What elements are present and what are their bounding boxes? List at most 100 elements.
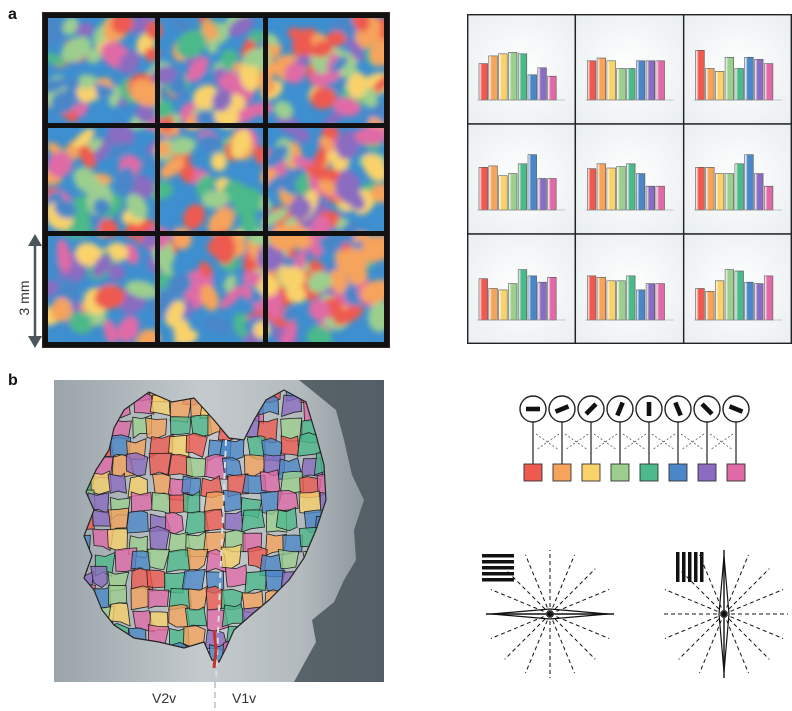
orientation-patch (228, 18, 255, 38)
histogram-bar (655, 60, 665, 101)
orientation-patch (48, 77, 69, 94)
orientation-color-cell (668, 463, 688, 482)
orientation-patch (212, 88, 232, 112)
grating-stripe (482, 554, 514, 558)
orientation-patch (48, 18, 66, 46)
orientation-patch (212, 230, 236, 265)
histogram-bar (508, 52, 518, 101)
orientation-patch (103, 319, 118, 342)
histogram-bar (547, 178, 557, 211)
mosaic-outline (83, 389, 327, 663)
orientation-patch (135, 102, 157, 123)
orientation-color-cell (610, 463, 630, 482)
orientation-patch (77, 143, 96, 169)
histogram-bar (587, 60, 597, 101)
polar-spoke (525, 613, 551, 674)
orientation-patch (132, 18, 152, 35)
histogram-bar (636, 173, 646, 211)
histogram-bar (744, 56, 754, 101)
mosaic-patch (275, 506, 298, 532)
polar-spoke (664, 613, 725, 639)
polar-tuning-vertical (662, 548, 792, 684)
grating-stripe (482, 572, 514, 576)
histogram-bar (724, 269, 735, 321)
histogram-bar (744, 154, 754, 211)
orientation-patch (160, 156, 185, 179)
orientation-patch (107, 123, 135, 148)
orientation-patch (370, 183, 384, 204)
polar-spoke (549, 554, 575, 615)
histogram-bar (754, 59, 764, 101)
orientation-patch (321, 125, 340, 140)
orientation-patch (48, 151, 73, 178)
mosaic-patch (281, 394, 303, 418)
tuning-curve (491, 608, 609, 620)
orientation-patch (126, 194, 148, 220)
mosaic-patch (130, 585, 150, 611)
grating-stripe (482, 560, 514, 564)
orientation-neurons-svg (519, 395, 750, 482)
mosaic-patch (185, 456, 209, 478)
orientation-patch (198, 261, 213, 278)
histogram-bar (478, 278, 488, 321)
orientation-patch (233, 102, 263, 125)
orientation-patch (351, 18, 370, 32)
orientation-patch (287, 27, 308, 43)
histogram-bar (744, 281, 754, 321)
orientation-patch (93, 198, 111, 216)
polar-spoke (504, 568, 551, 615)
orientation-patch (310, 41, 333, 58)
histogram-bar (763, 63, 774, 101)
scale-bar-arrow (28, 234, 42, 348)
orientation-patch (135, 329, 160, 342)
orientation-patch (332, 97, 361, 117)
orientation-patch (347, 266, 368, 286)
orientation-patch (125, 280, 159, 299)
orientation-patch (308, 259, 324, 275)
mosaic-patch (146, 569, 167, 589)
histogram-bar (498, 175, 508, 211)
orientation-patch (347, 72, 368, 99)
orientation-patch (257, 62, 279, 85)
cross-connection (651, 433, 676, 451)
orientation-patch (165, 299, 185, 327)
polar-spoke (664, 589, 725, 615)
histogram-bar (626, 275, 636, 321)
histogram-bar (547, 276, 557, 321)
orientation-patch (207, 37, 219, 55)
histogram-bar (606, 167, 616, 211)
grid-line-vertical (155, 18, 160, 342)
cross-connection (680, 433, 705, 451)
orientation-patch (200, 284, 219, 311)
polar-spoke (678, 613, 725, 660)
mosaic-patch (222, 489, 242, 513)
histogram-bar (537, 281, 547, 321)
orientation-patch (198, 134, 224, 152)
orientation-patch (118, 51, 141, 75)
grid-line-horizontal (48, 123, 384, 128)
orientation-patch (310, 87, 337, 110)
orientation-bar-icon (728, 404, 744, 414)
orientation-patch (329, 269, 349, 294)
orientation-patch (289, 197, 312, 219)
panel-b-label: b (8, 372, 18, 389)
histogram-bar (705, 290, 715, 321)
cross-connection (564, 433, 589, 451)
orientation-patch (346, 38, 364, 62)
v2v-label: V2v (152, 690, 177, 706)
orientation-patch (305, 163, 331, 181)
grating-stripe (694, 552, 698, 582)
histogram-bar (488, 165, 498, 211)
orientation-color-cell (726, 463, 746, 482)
polar-spoke (723, 613, 770, 660)
mosaic-patch (107, 472, 127, 494)
area-border-extension (214, 682, 216, 708)
mosaic-patch (187, 585, 209, 612)
orientation-bar-icon (584, 402, 598, 416)
mosaic-patch (184, 606, 208, 628)
histogram-bar (478, 167, 488, 211)
histogram-bar (695, 288, 705, 321)
scale-bar (20, 234, 50, 350)
polar-horizontal-svg (482, 550, 614, 678)
orientation-patch (325, 31, 346, 47)
